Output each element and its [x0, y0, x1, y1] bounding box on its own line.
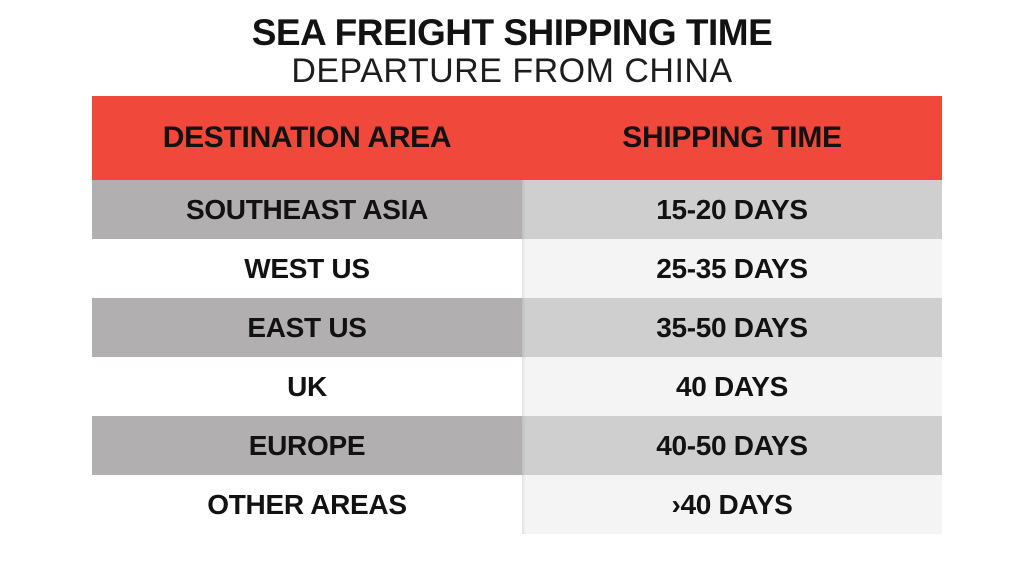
table-header-row: DESTINATION AREA SHIPPING TIME	[92, 96, 942, 180]
destination-cell: UK	[92, 357, 522, 416]
destination-cell: OTHER AREAS	[92, 475, 522, 534]
table-row: EUROPE 40-50 DAYS	[92, 416, 942, 475]
page-title: SEA FREIGHT SHIPPING TIME	[251, 12, 773, 53]
table-row: OTHER AREAS ›40 DAYS	[92, 475, 942, 534]
page-subtitle: DEPARTURE FROM CHINA	[291, 52, 733, 90]
destination-cell: WEST US	[92, 239, 522, 298]
column-header-destination: DESTINATION AREA	[162, 121, 452, 154]
destination-cell: EAST US	[92, 298, 522, 357]
shipping-time-cell: 15-20 DAYS	[522, 180, 942, 239]
table-row: EAST US 35-50 DAYS	[92, 298, 942, 357]
title-block: SEA FREIGHT SHIPPING TIME DEPARTURE FROM…	[0, 13, 1024, 90]
shipping-time-table: DESTINATION AREA SHIPPING TIME SOUTHEAST…	[92, 96, 942, 534]
destination-cell: EUROPE	[92, 416, 522, 475]
shipping-time-cell: 35-50 DAYS	[522, 298, 942, 357]
destination-cell: SOUTHEAST ASIA	[92, 180, 522, 239]
shipping-time-cell: 40 DAYS	[522, 357, 942, 416]
shipping-time-cell: 25-35 DAYS	[522, 239, 942, 298]
table-row: WEST US 25-35 DAYS	[92, 239, 942, 298]
column-header-shipping-time: SHIPPING TIME	[622, 121, 842, 154]
table-row: SOUTHEAST ASIA 15-20 DAYS	[92, 180, 942, 239]
shipping-time-cell: ›40 DAYS	[522, 475, 942, 534]
shipping-time-cell: 40-50 DAYS	[522, 416, 942, 475]
table-row: UK 40 DAYS	[92, 357, 942, 416]
